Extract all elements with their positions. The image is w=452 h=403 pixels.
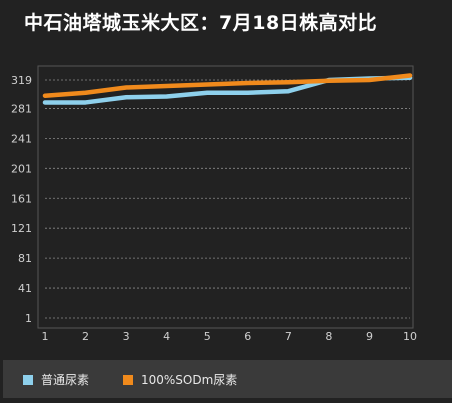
y-tick-label: 81: [18, 252, 32, 265]
y-tick-label: 319: [11, 74, 32, 87]
y-tick-label: 121: [11, 222, 32, 235]
data-point: [408, 73, 412, 78]
x-tick-label: 3: [123, 330, 130, 343]
data-point: [245, 90, 250, 95]
y-tick-label: 241: [11, 132, 32, 145]
data-point: [124, 85, 129, 90]
data-point: [326, 78, 331, 83]
chart-title: 中石油塔城玉米大区：7月18日株高对比: [24, 12, 378, 34]
data-point: [83, 90, 88, 95]
x-tick-label: 8: [325, 330, 332, 343]
series-line-1: [42, 73, 413, 98]
grid-layer: [37, 65, 414, 329]
y-axis-ticks: 1 41 81 121 161 201 241 281 319: [11, 74, 32, 325]
data-point: [205, 82, 210, 87]
data-point: [164, 94, 169, 99]
x-tick-label: 9: [366, 330, 373, 343]
x-tick-label: 2: [82, 330, 89, 343]
legend-swatch-sodm-urea: [123, 374, 133, 385]
legend-item-regular-urea: 普通尿素: [23, 371, 89, 388]
legend: 普通尿素 100%SODm尿素: [3, 360, 452, 398]
data-point: [286, 80, 291, 85]
x-tick-label: 1: [42, 330, 49, 343]
x-tick-label: 5: [204, 330, 211, 343]
x-tick-label: 4: [163, 330, 170, 343]
data-point: [43, 93, 47, 98]
data-point: [164, 83, 169, 88]
legend-swatch-regular-urea: [23, 374, 33, 385]
x-tick-label: 10: [403, 330, 417, 343]
line-chart: 1 41 81 121 161 201 241 281 319 1 2 3 4 5 6 7 8 9 10: [11, 65, 418, 343]
data-point: [367, 78, 372, 82]
x-axis-ticks: 1 2 3 4 5 6 7 8 9 10: [42, 330, 418, 343]
data-point: [286, 89, 291, 94]
y-tick-label: 41: [18, 282, 32, 295]
data-point: [245, 80, 250, 85]
data-point: [83, 100, 88, 105]
data-point: [43, 100, 47, 105]
x-tick-label: 6: [244, 330, 251, 343]
data-point: [124, 95, 129, 100]
legend-label-regular-urea: 普通尿素: [41, 373, 90, 387]
x-tick-label: 7: [285, 330, 292, 343]
legend-item-sodm-urea: 100%SODm尿素: [123, 371, 237, 388]
data-point: [205, 90, 210, 95]
y-tick-label: 281: [11, 102, 32, 115]
legend-label-sodm-urea: 100%SODm尿素: [141, 373, 238, 387]
plot-border: [37, 65, 414, 329]
series-layer: [42, 73, 413, 105]
y-tick-label: 201: [11, 162, 32, 175]
y-tick-label: 161: [11, 192, 32, 205]
y-tick-label: 1: [25, 312, 32, 325]
